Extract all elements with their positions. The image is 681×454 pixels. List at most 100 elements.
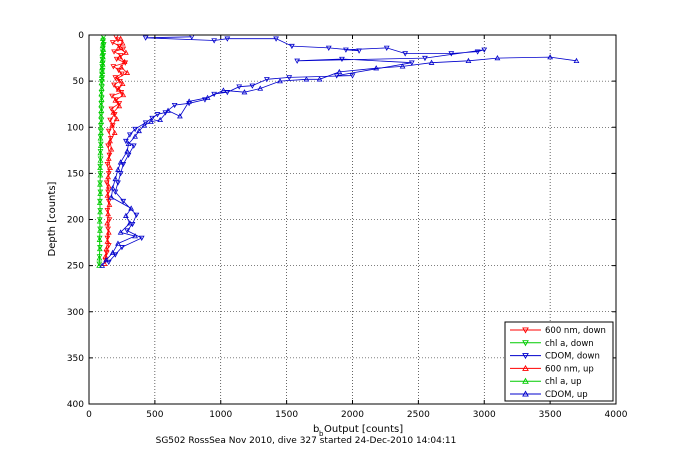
data-point	[303, 76, 310, 82]
data-point	[117, 78, 123, 85]
ticks: 0 500 1000 1500 2000 2500 3000 3500 4000 0 50 100 15…	[67, 31, 628, 420]
legend-item: chl a, up	[510, 377, 582, 387]
data-point	[111, 129, 118, 135]
data-point	[107, 164, 113, 170]
data-point	[399, 63, 406, 69]
data-point	[118, 90, 125, 96]
data-point	[148, 118, 154, 124]
data-point	[132, 126, 138, 133]
data-point	[204, 94, 211, 100]
data-point	[107, 117, 113, 123]
y-tick-label: 200	[67, 216, 84, 226]
x-tick-label: 4000	[605, 410, 628, 420]
x-axis-label: b b Output [counts]	[313, 424, 403, 438]
data-point	[339, 56, 345, 63]
data-point	[108, 146, 115, 152]
legend-marker	[522, 353, 529, 360]
series-line	[101, 56, 577, 266]
data-point	[106, 217, 113, 223]
data-point	[119, 71, 125, 77]
x-tick-label: 1000	[209, 410, 232, 420]
data-point	[97, 157, 104, 163]
data-point	[154, 112, 161, 118]
data-point	[98, 85, 105, 91]
x-axis-label-main: b	[313, 424, 319, 435]
y-tick-label: 400	[67, 400, 84, 410]
data-point	[120, 46, 127, 52]
x-tick-label: 1500	[275, 410, 298, 420]
data-point	[111, 49, 117, 55]
data-point	[104, 235, 111, 241]
data-point	[126, 220, 133, 226]
data-point	[117, 159, 124, 165]
data-point	[115, 166, 121, 172]
data-point	[125, 140, 132, 147]
data-point	[109, 185, 116, 191]
data-point	[99, 262, 106, 268]
data-point	[249, 83, 256, 89]
data-point	[422, 55, 428, 62]
data-point	[336, 68, 343, 75]
data-point	[236, 84, 243, 90]
x-tick-label: 3500	[539, 410, 562, 420]
data-point	[114, 86, 121, 92]
data-point	[98, 118, 105, 124]
data-point	[110, 109, 117, 115]
data-point	[105, 143, 111, 149]
data-point	[105, 183, 112, 189]
data-point	[97, 172, 104, 178]
x-tick-label: 0	[86, 410, 92, 420]
data-point	[408, 60, 415, 66]
legend-marker	[522, 390, 529, 397]
y-axis-label: Depth [counts]	[47, 181, 58, 256]
data-point	[383, 45, 390, 51]
data-point	[157, 116, 164, 123]
data-point	[104, 161, 111, 168]
data-point	[97, 164, 103, 170]
y-tick-label: 100	[67, 123, 84, 133]
data-point	[116, 103, 123, 109]
figure-caption: SG502 RossSea Nov 2010, dive 327 started…	[156, 436, 457, 446]
data-point	[117, 229, 124, 235]
data-point	[108, 106, 115, 112]
data-point	[294, 58, 301, 64]
data-point	[100, 54, 106, 60]
data-point	[111, 82, 117, 88]
data-point	[98, 79, 105, 86]
data-point	[123, 138, 129, 145]
x-axis-label-subscript: b	[319, 430, 324, 438]
data-point	[104, 238, 111, 244]
legend-label: chl a, down	[545, 339, 594, 349]
data-point	[97, 142, 104, 148]
data-point	[102, 253, 109, 259]
data-point	[177, 113, 183, 119]
data-point	[124, 69, 131, 75]
y-tick-label: 350	[67, 354, 84, 364]
data-point	[97, 150, 104, 156]
data-point	[97, 124, 104, 130]
data-point	[112, 97, 119, 103]
x-tick-label: 3000	[473, 410, 496, 420]
data-point	[120, 198, 127, 205]
y-tick-label: 0	[78, 31, 84, 41]
data-point	[132, 133, 138, 139]
data-point	[325, 45, 332, 51]
data-point	[104, 192, 111, 198]
data-point	[97, 190, 104, 196]
data-point	[105, 155, 112, 161]
data-point	[100, 46, 107, 52]
data-point	[105, 128, 112, 134]
legend-label: CDOM, down	[545, 352, 600, 362]
data-point	[547, 54, 554, 60]
data-point	[373, 65, 380, 71]
data-point	[109, 40, 116, 46]
data-point	[120, 91, 127, 98]
data-point	[97, 181, 103, 187]
x-tick-label: 500	[146, 410, 163, 420]
data-point	[98, 91, 105, 97]
data-point	[119, 245, 125, 251]
legend-marker	[522, 327, 529, 334]
data-point	[257, 85, 264, 91]
data-point	[115, 67, 122, 74]
